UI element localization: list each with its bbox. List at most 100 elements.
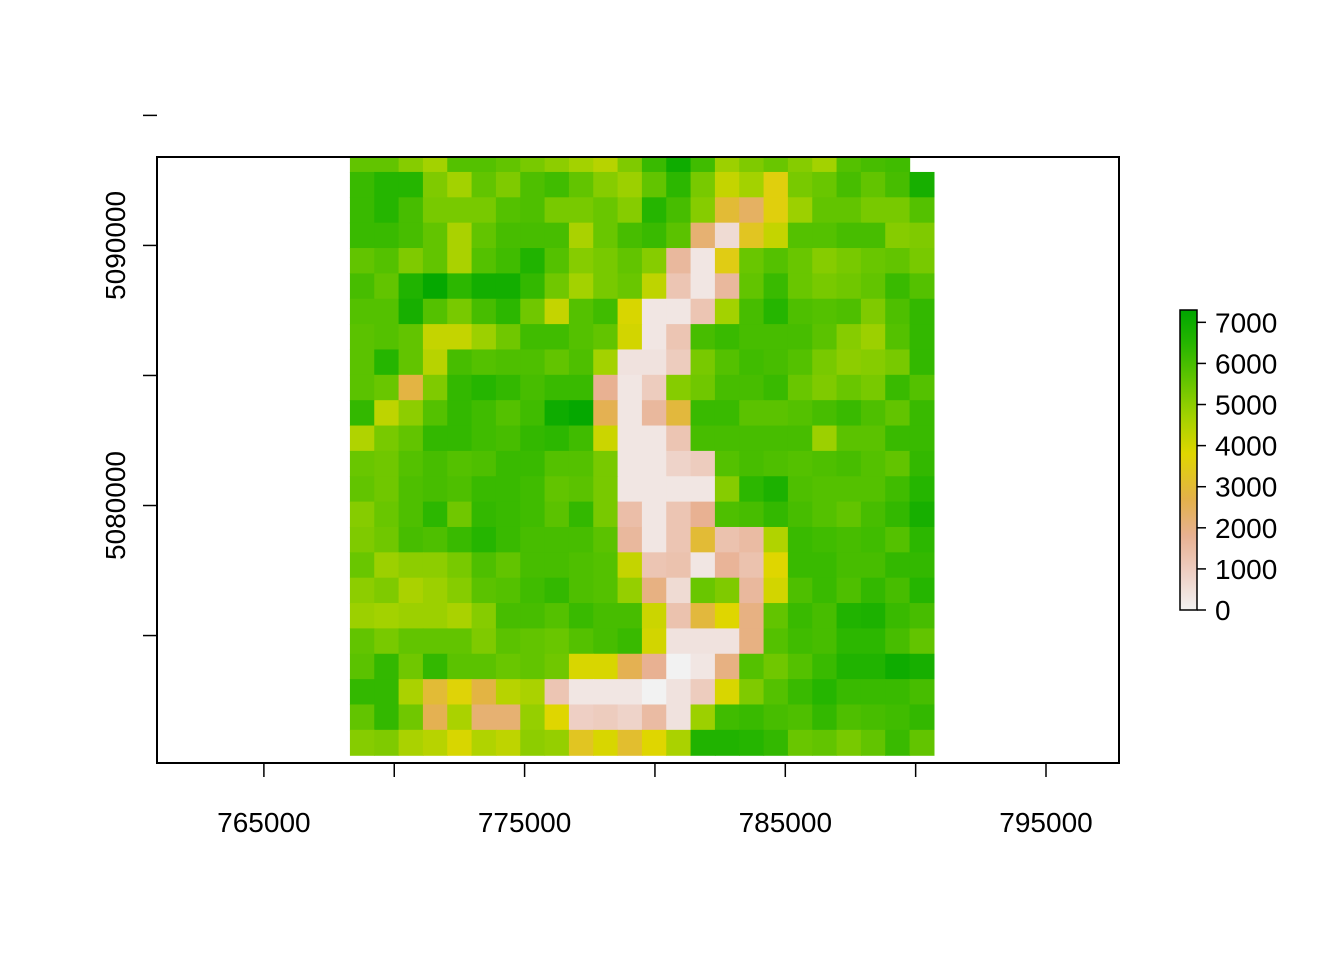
y-tick-label: 5080000 xyxy=(100,451,131,560)
raster-cell xyxy=(885,603,911,630)
raster-cell xyxy=(349,197,375,224)
raster-cell xyxy=(398,450,424,477)
raster-cell xyxy=(495,171,521,198)
raster-cell xyxy=(520,577,546,604)
raster-cell xyxy=(787,476,813,503)
raster-cell xyxy=(666,476,692,503)
raster-cell xyxy=(739,425,765,452)
raster-cell xyxy=(739,653,765,680)
raster-cell xyxy=(349,248,375,274)
raster-cell xyxy=(617,298,643,325)
raster-cell xyxy=(593,374,619,401)
legend-tick-label: 1000 xyxy=(1215,554,1277,585)
raster-cell xyxy=(763,197,789,224)
raster-cell xyxy=(909,374,935,401)
raster-cell xyxy=(909,298,935,325)
raster-cell xyxy=(836,171,862,198)
raster-cell xyxy=(666,157,692,173)
raster-cell xyxy=(495,577,521,604)
raster-cell xyxy=(812,729,838,756)
raster-cell xyxy=(374,552,400,579)
raster-cell xyxy=(544,273,570,300)
raster-cell xyxy=(447,324,473,351)
raster-cell xyxy=(422,197,448,224)
legend-color-bar xyxy=(1179,309,1198,611)
raster-cell xyxy=(860,298,886,325)
raster-cell xyxy=(349,653,375,680)
raster-cell xyxy=(568,729,594,756)
raster-cell xyxy=(787,729,813,756)
raster-cell xyxy=(568,679,594,706)
raster-cell xyxy=(398,349,424,376)
raster-cell xyxy=(690,552,716,579)
raster-cell xyxy=(520,349,546,376)
raster-cell xyxy=(422,704,448,731)
raster-cell xyxy=(787,349,813,376)
raster-cell xyxy=(520,501,546,528)
raster-cell xyxy=(349,222,375,249)
raster-cell xyxy=(593,603,619,630)
raster-cell xyxy=(860,400,886,427)
raster-cell xyxy=(422,729,448,756)
raster-cell xyxy=(495,248,521,274)
raster-cell xyxy=(763,628,789,655)
raster-cell xyxy=(763,273,789,300)
raster-cell xyxy=(495,450,521,477)
raster-cell xyxy=(349,552,375,579)
raster-cell xyxy=(471,501,497,528)
raster-cell xyxy=(763,298,789,325)
raster-cell xyxy=(447,501,473,528)
raster-cell xyxy=(714,197,740,224)
raster-cell xyxy=(349,273,375,300)
raster-cell xyxy=(520,324,546,351)
raster-cell xyxy=(398,653,424,680)
raster-cell xyxy=(836,653,862,680)
raster-cell xyxy=(568,704,594,731)
raster-cell xyxy=(666,222,692,249)
raster-cell xyxy=(860,324,886,351)
raster-cell xyxy=(860,704,886,731)
raster-cell xyxy=(836,603,862,630)
raster-cell xyxy=(568,450,594,477)
raster-cell xyxy=(471,374,497,401)
raster-cell xyxy=(860,248,886,274)
raster-cell xyxy=(593,273,619,300)
raster-cell xyxy=(909,704,935,731)
raster-cell xyxy=(714,729,740,756)
raster-cell xyxy=(885,324,911,351)
raster-cell xyxy=(374,349,400,376)
raster-cell xyxy=(544,704,570,731)
raster-cell xyxy=(617,552,643,579)
raster-cell xyxy=(909,603,935,630)
raster-cell xyxy=(763,248,789,274)
raster-cell xyxy=(763,526,789,553)
raster-cell xyxy=(836,197,862,224)
raster-cell xyxy=(447,171,473,198)
raster-cell xyxy=(909,222,935,249)
raster-cell xyxy=(568,603,594,630)
raster-cell xyxy=(471,653,497,680)
raster-cell xyxy=(495,628,521,655)
raster-cell xyxy=(739,197,765,224)
raster-cell xyxy=(690,476,716,503)
raster-cell xyxy=(447,273,473,300)
raster-cell xyxy=(787,374,813,401)
raster-cell xyxy=(739,273,765,300)
raster-cell xyxy=(568,526,594,553)
raster-cell xyxy=(836,324,862,351)
raster-cell xyxy=(593,171,619,198)
raster-cell xyxy=(885,450,911,477)
raster-cell xyxy=(520,653,546,680)
raster-cell xyxy=(641,603,667,630)
raster-cell xyxy=(617,729,643,756)
raster-cell xyxy=(374,425,400,452)
raster-cell xyxy=(398,248,424,274)
raster-cell xyxy=(787,653,813,680)
raster-cell xyxy=(812,653,838,680)
raster-cell xyxy=(398,501,424,528)
raster-cell xyxy=(787,450,813,477)
raster-cell xyxy=(568,577,594,604)
raster-cell xyxy=(495,679,521,706)
raster-cell xyxy=(617,501,643,528)
